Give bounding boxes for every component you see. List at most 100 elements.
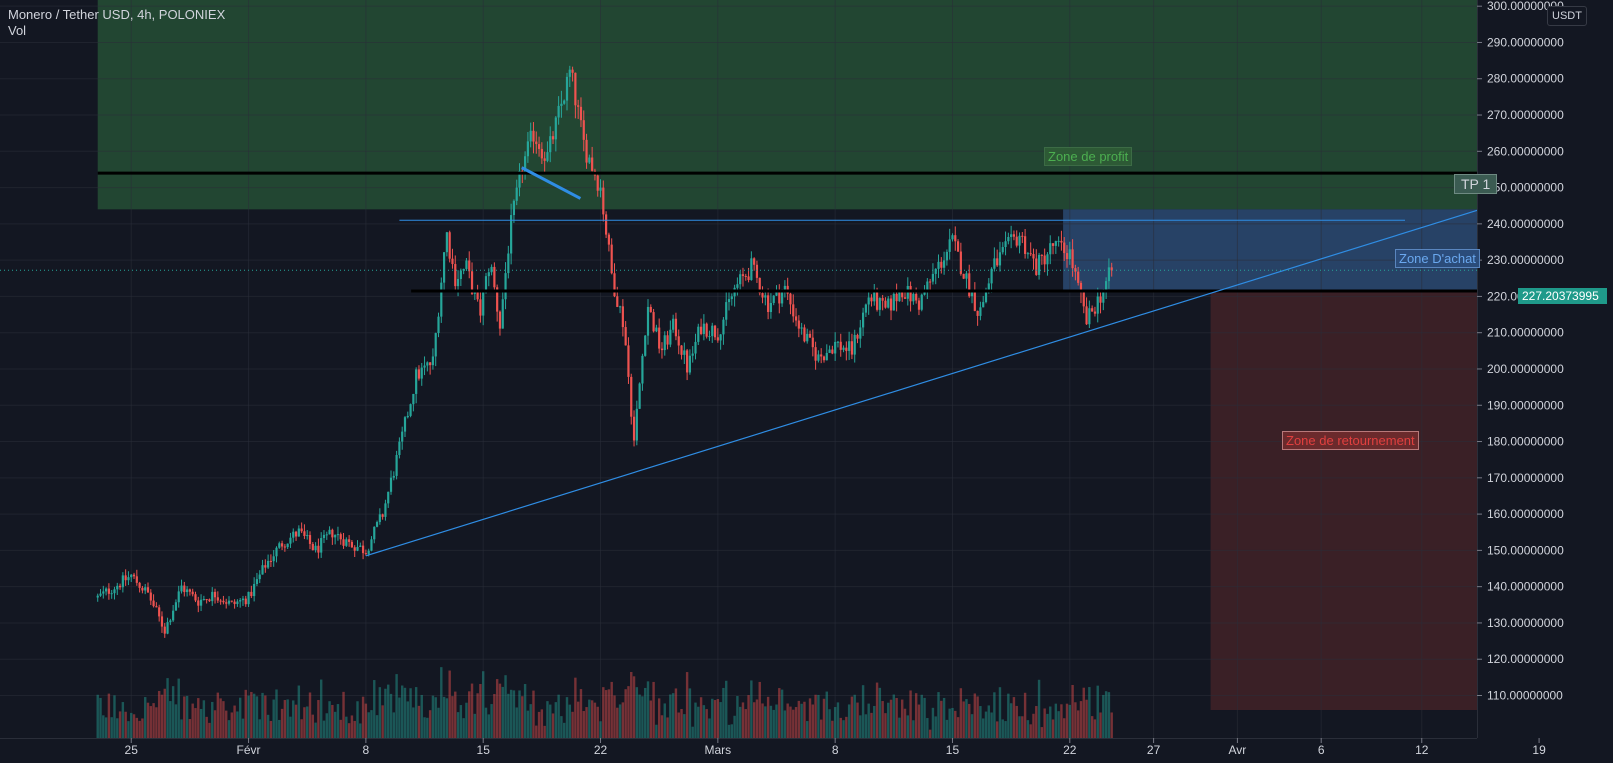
candle-body bbox=[289, 537, 292, 544]
trendline[interactable] bbox=[365, 208, 1481, 557]
candle-body bbox=[1071, 249, 1074, 269]
candle-body bbox=[568, 69, 571, 77]
volume-bar bbox=[618, 704, 622, 738]
candle-body bbox=[931, 273, 935, 282]
candle-body bbox=[571, 69, 574, 73]
candle-body bbox=[713, 325, 717, 338]
volume-bar bbox=[588, 699, 591, 738]
price-tick-label: 180.00000000 bbox=[1487, 435, 1564, 449]
candle-body bbox=[236, 601, 239, 605]
candle-body bbox=[1093, 311, 1097, 314]
zone-profit-label[interactable]: Zone de profit bbox=[1044, 147, 1133, 166]
candle-body bbox=[342, 539, 345, 546]
candle-body bbox=[970, 292, 974, 297]
volume-bar bbox=[247, 695, 250, 738]
candle-body bbox=[261, 565, 264, 575]
volume-bar bbox=[649, 700, 652, 738]
volume-bar bbox=[965, 699, 968, 738]
time-tick-label: Févr bbox=[237, 743, 261, 757]
candle-body bbox=[1099, 296, 1102, 303]
volume-bar bbox=[582, 711, 585, 738]
volume-bar bbox=[887, 702, 890, 738]
volume-bar bbox=[359, 723, 362, 738]
candle-body bbox=[811, 337, 814, 348]
volume-bar bbox=[968, 703, 971, 738]
candle-body bbox=[613, 273, 616, 297]
volume-bar bbox=[699, 697, 703, 738]
candle-body bbox=[537, 144, 541, 149]
candle-body bbox=[979, 307, 982, 316]
candle-body bbox=[1074, 268, 1077, 272]
volume-bar bbox=[473, 713, 477, 738]
tp1-label[interactable]: TP 1 bbox=[1454, 174, 1498, 194]
candle-body bbox=[401, 431, 404, 442]
volume-bar bbox=[317, 700, 320, 738]
volume-bar bbox=[1079, 701, 1083, 738]
candle-body bbox=[336, 534, 340, 536]
candle-body bbox=[677, 336, 680, 346]
volume-bar bbox=[294, 704, 298, 738]
time-tick-label: Mars bbox=[705, 743, 732, 757]
candle-body bbox=[789, 293, 792, 305]
volume-bar bbox=[322, 720, 326, 738]
candle-body bbox=[395, 455, 398, 476]
candle-body bbox=[269, 560, 273, 562]
volume-bar bbox=[713, 700, 717, 738]
volume-bar bbox=[482, 671, 485, 738]
volume-bar bbox=[652, 681, 655, 738]
time-tick-label: 19 bbox=[1532, 743, 1546, 757]
volume-bar bbox=[99, 697, 102, 738]
zone-profit[interactable] bbox=[97, 0, 1501, 210]
candle-body bbox=[325, 534, 328, 536]
volume-bar bbox=[387, 684, 390, 738]
trendline[interactable] bbox=[521, 166, 582, 200]
volume-bar bbox=[593, 702, 597, 738]
candle-body bbox=[1012, 234, 1016, 237]
candle-body bbox=[244, 598, 247, 605]
price-tick-label: 270.00000000 bbox=[1487, 108, 1564, 122]
candle-body bbox=[406, 415, 409, 418]
candle-body bbox=[719, 334, 722, 341]
symbol-title[interactable]: Monero / Tether USD, 4h, POLONIEX bbox=[8, 7, 226, 22]
currency-unit-badge[interactable]: USDT bbox=[1547, 6, 1587, 26]
price-tick-label: 250.00000000 bbox=[1487, 181, 1564, 195]
candle-body bbox=[473, 291, 476, 294]
candle-body bbox=[627, 345, 630, 377]
zone-achat-label[interactable]: Zone D'achat bbox=[1395, 249, 1480, 268]
zone-retournement[interactable] bbox=[1210, 290, 1500, 711]
current-price-tag: 227.20373995 bbox=[1518, 288, 1607, 304]
volume-indicator-label[interactable]: Vol bbox=[8, 23, 27, 38]
volume-bar bbox=[272, 699, 275, 738]
volume-bar bbox=[417, 705, 421, 738]
candle-body bbox=[1026, 253, 1029, 255]
candle-body bbox=[199, 599, 203, 606]
candle-body bbox=[294, 531, 298, 537]
candle-body bbox=[456, 278, 460, 287]
candle-body bbox=[663, 335, 666, 351]
candle-body bbox=[1077, 271, 1080, 283]
candle-body bbox=[873, 292, 876, 302]
time-tick-label: 8 bbox=[363, 743, 370, 757]
volume-bar bbox=[847, 704, 851, 738]
candle-body bbox=[973, 292, 976, 311]
volume-bar bbox=[635, 687, 639, 738]
zone-retournement-label[interactable]: Zone de retournement bbox=[1282, 431, 1419, 450]
price-tick-label: 260.00000000 bbox=[1487, 144, 1564, 158]
volume-bar bbox=[398, 697, 401, 738]
volume-bar bbox=[423, 717, 426, 738]
candle-body bbox=[311, 543, 314, 551]
candle-body bbox=[1010, 234, 1013, 237]
volume-bar bbox=[356, 701, 359, 738]
volume-bar bbox=[750, 680, 753, 738]
candle-body bbox=[817, 354, 820, 361]
candle-body bbox=[107, 588, 110, 594]
volume-bar bbox=[1009, 703, 1013, 738]
volume-bar bbox=[518, 690, 521, 738]
candle-body bbox=[845, 347, 848, 351]
candle-body bbox=[825, 352, 828, 361]
candle-body bbox=[688, 355, 692, 373]
price-tick-label: 300.00000000 bbox=[1487, 0, 1564, 13]
volume-bar bbox=[797, 700, 801, 738]
